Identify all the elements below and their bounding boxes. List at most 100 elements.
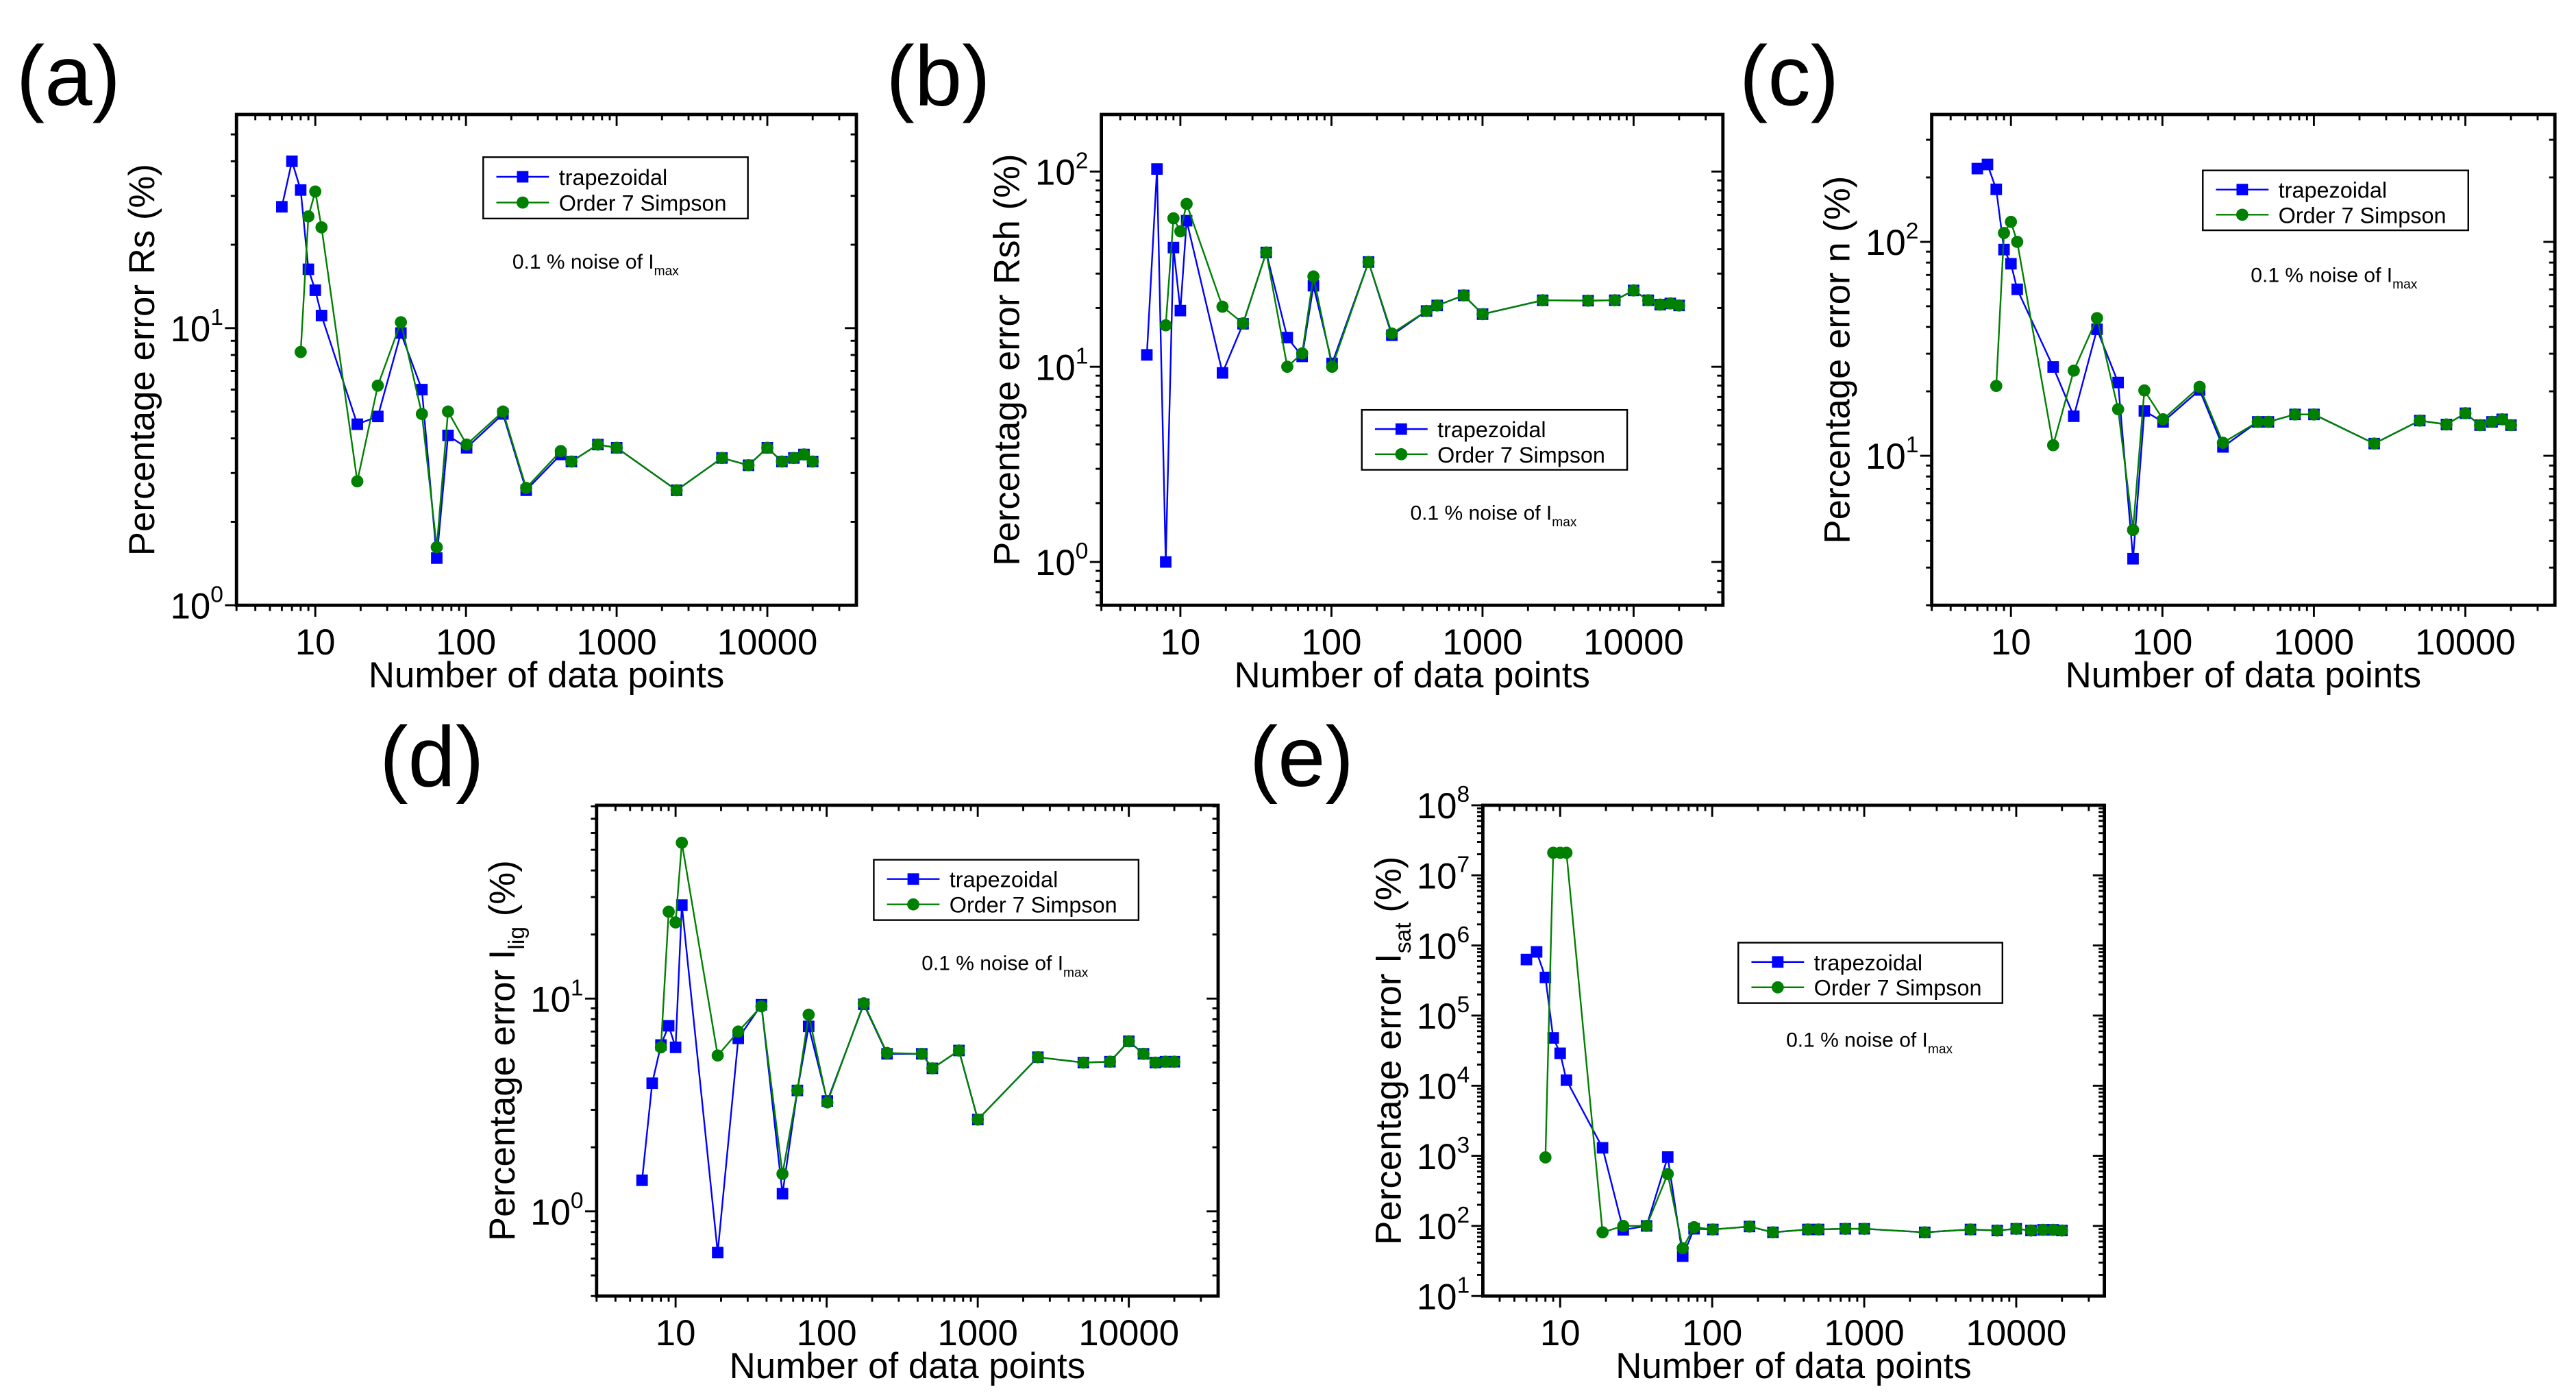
- legend-label: Order 7 Simpson: [1814, 976, 1982, 1001]
- legend-label: trapezoidal: [1814, 951, 1922, 975]
- x-tick-label: 10000: [1078, 1313, 1179, 1353]
- series-simpson: [295, 185, 819, 554]
- data-point-circle: [1627, 284, 1640, 297]
- data-point-circle: [2414, 414, 2426, 427]
- data-point-circle: [1998, 227, 2010, 239]
- noise-annotation: 0.1 % noise of Imax: [2251, 264, 2417, 292]
- data-point-square: [2011, 283, 2023, 295]
- legend-box: [873, 859, 1140, 921]
- data-point-square: [712, 1247, 723, 1259]
- y-tick-base: 10: [1035, 543, 1076, 583]
- data-point-circle: [1766, 1226, 1779, 1239]
- data-point-circle: [554, 445, 567, 458]
- legend-box: [2202, 169, 2469, 232]
- data-point-circle: [2046, 439, 2059, 452]
- data-point-circle: [1582, 294, 1594, 307]
- data-point-circle: [1661, 1168, 1674, 1181]
- data-point-square: [315, 310, 327, 321]
- data-point-circle: [497, 405, 510, 418]
- data-point-circle: [1104, 1055, 1117, 1068]
- data-point-circle: [880, 1046, 893, 1059]
- y-tick-label: 107: [1417, 853, 1470, 897]
- data-point-circle: [442, 405, 454, 418]
- data-point-circle: [2138, 384, 2151, 397]
- x-tick-label: 1000: [576, 622, 656, 663]
- data-point-circle: [1743, 1220, 1756, 1233]
- data-point-circle: [1167, 212, 1180, 225]
- y-axis-label: Percentage error n (%): [1818, 176, 1858, 544]
- data-point-circle: [2289, 408, 2301, 421]
- series-line: [281, 158, 813, 559]
- legend-square-marker: [517, 171, 529, 183]
- x-axis-label: Number of data points: [2066, 655, 2421, 696]
- y-axis-label-unit: (%): [1368, 857, 1409, 923]
- data-point-circle: [351, 475, 364, 488]
- data-point-circle: [2440, 418, 2453, 431]
- data-point-circle: [2011, 236, 2024, 248]
- data-point-circle: [1307, 270, 1320, 283]
- data-point-circle: [1476, 308, 1489, 321]
- data-point-circle: [2368, 437, 2381, 450]
- y-tick-base: 10: [1417, 1137, 1457, 1177]
- plot-frame: [595, 803, 1220, 1298]
- y-tick-label: 103: [1417, 1133, 1470, 1177]
- data-point-circle: [2127, 524, 2140, 537]
- data-point-circle: [802, 1008, 815, 1021]
- data-point-circle: [309, 185, 322, 198]
- panel-label: (d): [380, 709, 484, 805]
- y-tick-base: 10: [530, 1192, 571, 1233]
- data-point-circle: [1077, 1056, 1090, 1069]
- y-axis-label: Percentage error Isat (%): [1368, 857, 1415, 1245]
- y-tick-exponent: 1: [571, 975, 584, 1001]
- data-point-circle: [1991, 1224, 2004, 1237]
- y-tick-label: 101: [530, 975, 583, 1020]
- x-tick-label: 100: [436, 622, 496, 663]
- data-point-square: [1554, 1047, 1566, 1059]
- data-point-square: [1151, 163, 1163, 175]
- y-tick-base: 10: [1417, 996, 1457, 1037]
- data-point-circle: [610, 441, 623, 454]
- data-point-circle: [415, 408, 428, 420]
- data-point-square: [2138, 405, 2151, 417]
- annotation-text: 0.1 % noise of I: [1786, 1029, 1928, 1051]
- x-tick-label: 100: [1301, 622, 1361, 663]
- y-tick-base: 10: [1866, 437, 1906, 477]
- data-point-circle: [1420, 304, 1433, 317]
- x-tick-label: 10000: [1966, 1313, 2067, 1353]
- data-point-square: [416, 384, 428, 395]
- data-point-circle: [669, 916, 682, 929]
- y-axis-label-main: Percentage error n: [1818, 242, 1858, 543]
- axis-ticks: [1089, 114, 1723, 617]
- data-point-circle: [1159, 1055, 1172, 1068]
- y-axis-label-unit: (%): [482, 860, 523, 927]
- x-tick-label: 1000: [1824, 1313, 1904, 1353]
- data-point-circle: [371, 379, 384, 392]
- data-point-square: [646, 1077, 658, 1090]
- y-tick-base: 10: [1417, 1066, 1457, 1107]
- y-tick-base: 10: [171, 309, 211, 350]
- data-point-square: [372, 410, 384, 423]
- x-tick-label: 10: [656, 1313, 696, 1353]
- y-tick-exponent: 0: [1076, 539, 1089, 564]
- x-tick-label: 10000: [1583, 622, 1684, 663]
- legend-box: [482, 156, 749, 220]
- series-simpson: [1539, 846, 2068, 1255]
- annotation-sub: max: [1552, 515, 1577, 530]
- data-point-circle: [1296, 347, 1309, 360]
- data-point-circle: [2047, 1223, 2059, 1236]
- plot-frame: [1930, 112, 2557, 607]
- y-tick-label: 101: [1866, 432, 1918, 477]
- data-point-circle: [755, 1000, 768, 1013]
- legend-label: Order 7 Simpson: [1437, 443, 1605, 467]
- legend-circle-marker: [1771, 981, 1784, 994]
- x-tick-label: 100: [1682, 1313, 1742, 1353]
- y-tick-base: 10: [171, 586, 211, 626]
- x-tick-label: 10000: [2415, 622, 2516, 663]
- data-point-circle: [520, 482, 532, 494]
- data-point-circle: [2262, 415, 2275, 428]
- series-simpson: [1159, 197, 1685, 373]
